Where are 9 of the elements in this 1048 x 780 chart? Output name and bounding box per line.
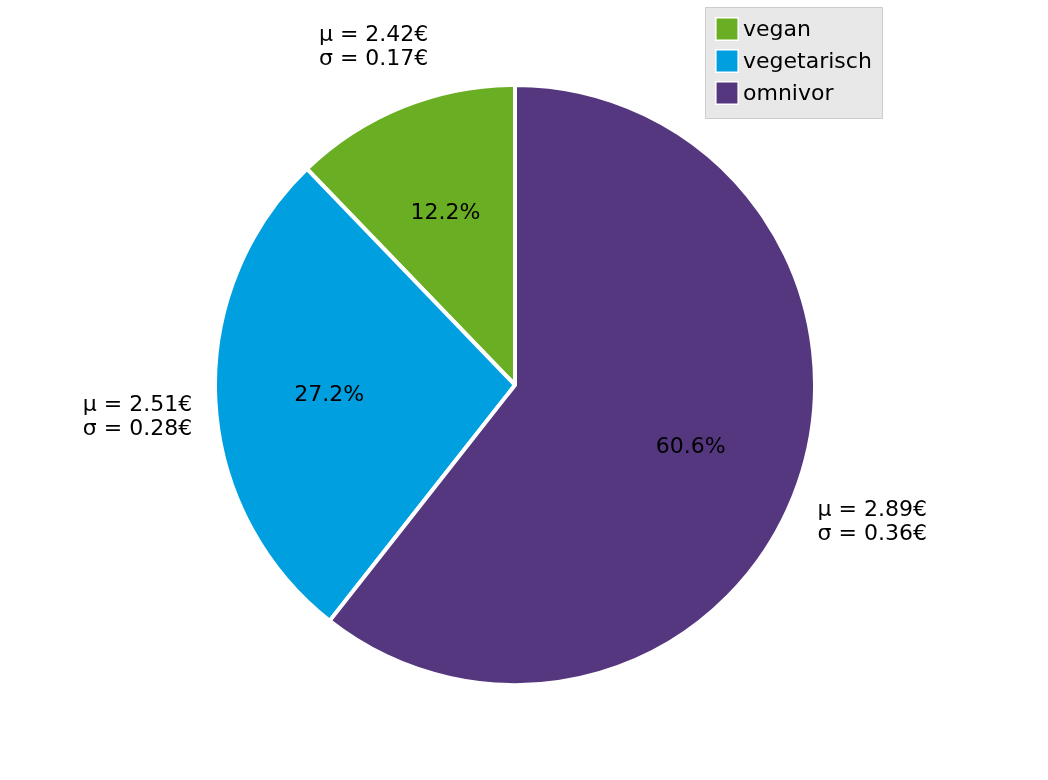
text: μ = 2.42€ σ = 0.17€ (318, 21, 429, 71)
data-label: 12.2% (410, 199, 481, 225)
text: μ = 2.51€ σ = 0.28€ (82, 390, 193, 440)
legend-label: vegan (743, 16, 811, 41)
data-label: 27.2% (294, 381, 365, 407)
data-label: 60.6% (655, 432, 726, 458)
text: μ = 2.89€ σ = 0.36€ (817, 495, 927, 545)
legend-label: vegetarisch (743, 48, 872, 73)
legend-label: omnivor (743, 80, 835, 105)
